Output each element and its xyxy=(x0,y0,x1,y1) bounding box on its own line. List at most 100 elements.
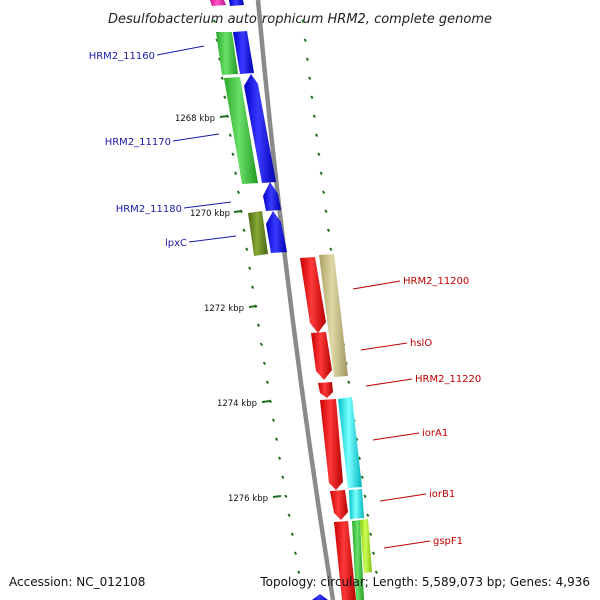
label-lpxC[interactable]: lpxC xyxy=(165,238,187,249)
gene-cyan-iorB1[interactable] xyxy=(349,489,364,519)
leader-lpxC xyxy=(188,235,237,243)
gene-red-hslO[interactable] xyxy=(311,332,332,380)
scale-label-1276: 1276 kbp xyxy=(228,494,268,504)
gene-red-gspF1[interactable] xyxy=(334,521,356,600)
outer-minor-tick xyxy=(347,380,351,385)
outer-minor-tick xyxy=(324,209,328,214)
leader-iorA1 xyxy=(372,432,420,441)
scale-tick-1270 xyxy=(233,210,243,213)
outer-minor-tick xyxy=(314,133,319,138)
outer-minor-tick xyxy=(319,171,323,176)
minor-tick xyxy=(256,323,261,328)
gene-khaki-11200[interactable] xyxy=(319,254,348,377)
minor-tick xyxy=(265,380,269,385)
label-HRM2_11200[interactable]: HRM2_11200 xyxy=(403,276,469,287)
gene-blue-1[interactable] xyxy=(233,31,254,74)
outer-minor-tick xyxy=(310,95,314,100)
minor-tick xyxy=(242,228,246,233)
gene-blue-2[interactable] xyxy=(244,74,276,183)
leader-HRM2_11220 xyxy=(365,378,413,387)
outer-minor-tick xyxy=(308,76,312,81)
label-iorA1[interactable]: iorA1 xyxy=(422,428,448,439)
label-HRM2_11220[interactable]: HRM2_11220 xyxy=(415,374,481,385)
gene-red-iorB1[interactable] xyxy=(330,490,348,520)
minor-tick xyxy=(293,551,298,556)
genome-backbone xyxy=(255,0,336,600)
map-title: Desulfobacterium autotrophicum HRM2, com… xyxy=(108,12,492,27)
gene-cyan-iorA1[interactable] xyxy=(338,397,362,488)
outer-minor-tick xyxy=(357,456,362,461)
minor-tick xyxy=(236,190,241,195)
leader-iorB1 xyxy=(379,493,427,502)
scale-label-1272: 1272 kbp xyxy=(204,304,244,314)
outer-minor-tick xyxy=(369,532,373,537)
outer-minor-tick xyxy=(312,114,316,119)
gene-blue-top[interactable] xyxy=(229,0,244,6)
gene-red-iorA1[interactable] xyxy=(320,399,343,490)
topology-text: Topology: circular; Length: 5,589,073 bp… xyxy=(259,575,590,589)
outer-minor-tick xyxy=(305,57,310,62)
outer-minor-tick xyxy=(322,190,326,195)
minor-tick xyxy=(271,418,276,423)
minor-tick xyxy=(231,152,235,157)
gene-red-11200[interactable] xyxy=(300,257,326,333)
outer-minor-tick xyxy=(366,513,370,518)
gene-lime-gspF1[interactable] xyxy=(360,519,372,573)
gene-red-11220[interactable] xyxy=(318,382,333,398)
scale-label-1268: 1268 kbp xyxy=(175,114,215,124)
minor-tick xyxy=(284,494,288,499)
scale-labels: 1268 kbp 1270 kbp 1272 kbp 1274 kbp 1276… xyxy=(175,114,282,504)
left-gene-labels: HRM2_11160 HRM2_11170 HRM2_11180 lpxC xyxy=(89,45,237,249)
scale-tick-1274 xyxy=(261,400,271,403)
gene-blue-11180[interactable] xyxy=(263,182,281,211)
leader-HRM2_11180 xyxy=(183,201,232,209)
label-HRM2_11170[interactable]: HRM2_11170 xyxy=(105,137,171,148)
outer-minor-tick xyxy=(360,475,364,480)
minor-tick xyxy=(245,247,249,252)
leader-hslO xyxy=(360,342,408,351)
minor-tick xyxy=(287,513,291,518)
minor-tick xyxy=(251,285,255,290)
scale-tick-1276 xyxy=(272,495,282,498)
scale-label-1274: 1274 kbp xyxy=(217,399,257,409)
minor-tick xyxy=(223,95,227,100)
label-HRM2_11160[interactable]: HRM2_11160 xyxy=(89,51,155,62)
outer-minor-tick xyxy=(363,494,367,499)
outer-minor-tick xyxy=(329,247,333,252)
right-gene-labels: HRM2_11200 hslO HRM2_11220 iorA1 iorB1 g… xyxy=(352,276,481,549)
label-HRM2_11180[interactable]: HRM2_11180 xyxy=(116,204,182,215)
scale-label-1270: 1270 kbp xyxy=(190,209,230,219)
gene-darkgreen-gspF1[interactable] xyxy=(352,520,364,600)
gene-blue-lpxC[interactable] xyxy=(266,211,287,253)
minor-tick xyxy=(220,76,224,81)
minor-tick xyxy=(274,437,279,442)
minor-tick xyxy=(234,171,238,176)
gene-magenta[interactable] xyxy=(210,0,226,6)
leader-HRM2_11160 xyxy=(156,45,205,56)
leader-HRM2_11170 xyxy=(172,133,220,142)
gene-green-11170[interactable] xyxy=(224,77,258,184)
scale-tick-1268 xyxy=(219,115,229,118)
label-gspF1[interactable]: gspF1 xyxy=(433,536,463,547)
minor-tick xyxy=(290,532,294,537)
minor-tick xyxy=(228,133,232,138)
minor-tick xyxy=(259,342,264,347)
gene-blue-bottom[interactable] xyxy=(312,594,328,600)
label-hslO[interactable]: hslO xyxy=(410,338,432,349)
minor-tick xyxy=(281,475,285,480)
outer-minor-tick xyxy=(303,38,307,43)
minor-tick xyxy=(212,19,217,24)
gene-green-11160[interactable] xyxy=(216,32,238,75)
outer-minor-tick xyxy=(317,152,321,157)
outer-minor-tick xyxy=(326,228,331,233)
minor-tick xyxy=(262,361,266,366)
outer-minor-tick xyxy=(371,551,376,556)
label-iorB1[interactable]: iorB1 xyxy=(429,489,455,500)
outer-minor-tick xyxy=(374,570,378,575)
minor-tick xyxy=(248,266,252,271)
scale-tick-1272 xyxy=(248,305,258,308)
minor-tick xyxy=(278,456,282,461)
gene-olive-lpxC[interactable] xyxy=(248,211,268,256)
leader-gspF1 xyxy=(383,540,431,549)
